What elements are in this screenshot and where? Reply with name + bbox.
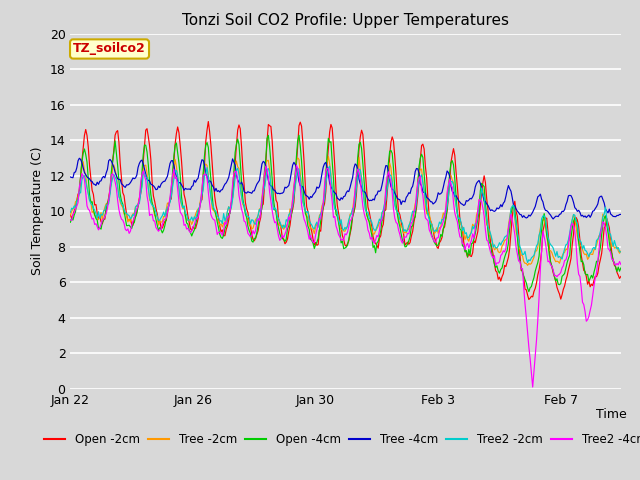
Line: Tree -2cm: Tree -2cm <box>70 156 621 265</box>
Tree2 -4cm <box>450 200 458 205</box>
Line: Open -4cm: Open -4cm <box>70 135 621 292</box>
Tree2 -2cm <box>573 221 581 227</box>
Tree -4cm <box>492 208 499 214</box>
Tree2 -2cm <box>109 176 116 181</box>
Tree -4cm <box>67 174 74 180</box>
Tree -2cm <box>573 233 581 239</box>
Tree -4cm <box>76 156 83 161</box>
Tree -4cm <box>450 190 458 195</box>
Tree2 -2cm <box>450 182 458 188</box>
Legend: Open -2cm, Tree -2cm, Open -4cm, Tree -4cm, Tree2 -2cm, Tree2 -4cm: Open -2cm, Tree -2cm, Open -4cm, Tree -4… <box>39 428 640 450</box>
Open -2cm <box>617 274 625 279</box>
Open -2cm <box>450 146 458 152</box>
Tree -4cm <box>503 187 511 193</box>
Tree -2cm <box>67 212 74 218</box>
Text: TZ_soilco2: TZ_soilco2 <box>73 42 146 56</box>
Tree -4cm <box>110 165 118 170</box>
Open -4cm <box>67 219 74 225</box>
X-axis label: Time: Time <box>596 408 627 421</box>
Open -4cm <box>109 159 116 165</box>
Tree -2cm <box>524 263 531 268</box>
Tree -4cm <box>617 212 625 217</box>
Line: Tree -4cm: Tree -4cm <box>70 158 621 219</box>
Open -4cm <box>573 224 581 230</box>
Open -2cm <box>109 159 116 165</box>
Open -2cm <box>67 212 74 217</box>
Tree2 -4cm <box>529 384 536 390</box>
Tree2 -4cm <box>292 162 300 168</box>
Open -4cm <box>525 289 532 295</box>
Open -2cm <box>204 119 212 124</box>
Tree -2cm <box>503 236 511 241</box>
Tree2 -2cm <box>67 209 74 215</box>
Tree -2cm <box>109 164 116 169</box>
Tree2 -4cm <box>109 171 116 177</box>
Tree2 -2cm <box>387 173 395 179</box>
Open -4cm <box>387 147 395 153</box>
Tree2 -2cm <box>492 245 499 251</box>
Line: Tree2 -2cm: Tree2 -2cm <box>70 166 621 263</box>
Tree2 -4cm <box>492 263 499 268</box>
Title: Tonzi Soil CO2 Profile: Upper Temperatures: Tonzi Soil CO2 Profile: Upper Temperatur… <box>182 13 509 28</box>
Tree -2cm <box>324 154 332 159</box>
Tree -2cm <box>387 165 395 171</box>
Open -2cm <box>503 259 511 265</box>
Tree2 -4cm <box>573 261 581 266</box>
Open -4cm <box>450 162 458 168</box>
Open -2cm <box>573 217 581 223</box>
Tree2 -2cm <box>503 233 511 239</box>
Tree2 -4cm <box>387 179 395 185</box>
Tree -4cm <box>549 216 557 222</box>
Line: Tree2 -4cm: Tree2 -4cm <box>70 165 621 387</box>
Line: Open -2cm: Open -2cm <box>70 121 621 300</box>
Y-axis label: Soil Temperature (C): Soil Temperature (C) <box>31 147 44 276</box>
Tree2 -4cm <box>617 262 625 267</box>
Open -4cm <box>617 265 625 271</box>
Tree2 -4cm <box>503 235 511 240</box>
Tree -2cm <box>450 180 458 186</box>
Tree2 -2cm <box>617 249 625 255</box>
Tree2 -2cm <box>524 260 531 265</box>
Open -4cm <box>503 248 511 253</box>
Tree -2cm <box>617 248 625 254</box>
Open -2cm <box>525 297 532 302</box>
Tree2 -4cm <box>67 217 74 223</box>
Open -2cm <box>492 268 499 274</box>
Tree2 -2cm <box>326 163 333 169</box>
Open -2cm <box>387 139 395 145</box>
Tree -4cm <box>573 208 581 214</box>
Tree -4cm <box>387 184 395 190</box>
Open -4cm <box>492 264 499 270</box>
Tree -2cm <box>492 246 499 252</box>
Open -4cm <box>295 132 303 138</box>
